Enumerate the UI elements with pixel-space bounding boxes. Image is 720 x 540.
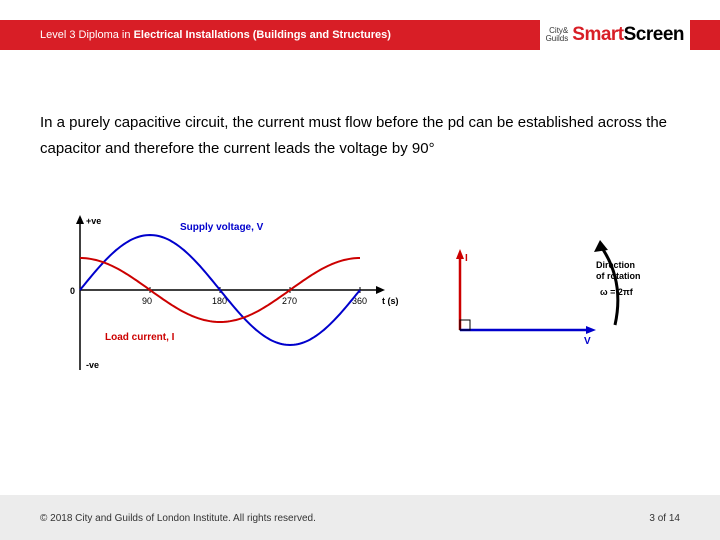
- copyright: © 2018 City and Guilds of London Institu…: [40, 513, 316, 524]
- svg-text:ω = 2πf: ω = 2πf: [600, 287, 634, 297]
- svg-text:V: V: [584, 336, 591, 347]
- svg-text:t (s): t (s): [382, 296, 399, 306]
- svg-text:-ve: -ve: [86, 360, 99, 370]
- page-total: 14: [669, 513, 680, 524]
- svg-text:270: 270: [282, 296, 297, 306]
- logo-small-bottom: Guilds: [546, 35, 569, 43]
- logo-main-b: Screen: [624, 24, 684, 45]
- course-title: Level 3 Diploma in Electrical Installati…: [0, 29, 391, 41]
- course-prefix: Level 3 Diploma in: [40, 29, 134, 41]
- page-number: 3 of 14: [649, 513, 680, 524]
- svg-text:of rotation: of rotation: [596, 271, 641, 281]
- svg-text:Load current, I: Load current, I: [105, 332, 175, 343]
- logo-smartscreen: SmartScreen: [572, 24, 684, 46]
- logo: City& Guilds SmartScreen: [540, 20, 690, 50]
- body-text: In a purely capacitive circuit, the curr…: [40, 110, 680, 161]
- svg-text:0: 0: [70, 286, 75, 296]
- logo-main-a: Smart: [572, 24, 623, 45]
- page-sep: of: [655, 513, 669, 524]
- svg-text:Supply voltage, V: Supply voltage, V: [180, 222, 264, 233]
- svg-text:I: I: [465, 253, 468, 264]
- svg-text:180: 180: [212, 296, 227, 306]
- wave-chart: +ve-ve0t (s)90180270360Supply voltage, V…: [60, 210, 400, 410]
- svg-text:90: 90: [142, 296, 152, 306]
- svg-text:Direction: Direction: [596, 260, 635, 270]
- diagram-area: +ve-ve0t (s)90180270360Supply voltage, V…: [60, 210, 660, 420]
- svg-text:+ve: +ve: [86, 216, 101, 226]
- logo-cityguilds: City& Guilds: [546, 27, 569, 43]
- course-bold: Electrical Installations (Buildings and …: [134, 29, 391, 41]
- phasor-diagram: I V Directionof rotation ω = 2πf: [430, 220, 660, 400]
